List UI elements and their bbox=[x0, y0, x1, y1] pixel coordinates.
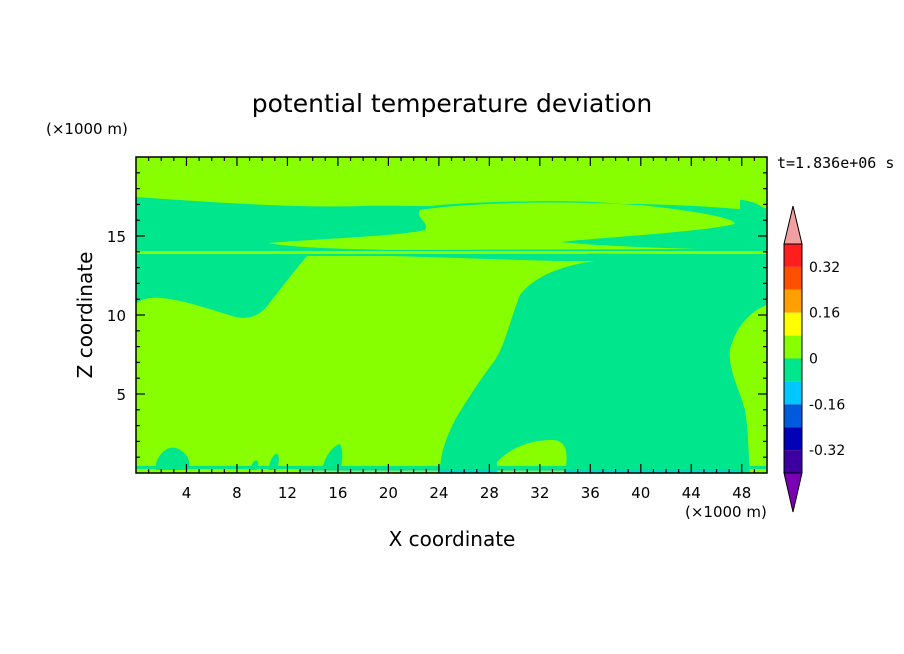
axis-ticks bbox=[136, 157, 767, 473]
time-label: t=1.836e+06 s bbox=[777, 154, 894, 172]
region-bottom-cell-2 bbox=[322, 444, 343, 470]
region-bottom-strip-blue bbox=[300, 469, 740, 471]
x-tick-label: 20 bbox=[379, 484, 398, 502]
y-unit-label: (×1000 m) bbox=[46, 120, 128, 138]
x-tick-label: 8 bbox=[232, 484, 242, 502]
x-tick-label: 24 bbox=[429, 484, 448, 502]
region-top-right bbox=[740, 157, 767, 190]
region-bottom-cell-1 bbox=[156, 447, 190, 470]
colorbar-extend-bottom bbox=[783, 472, 803, 513]
region-thin-line-b bbox=[136, 254, 767, 256]
region-thin-line bbox=[136, 251, 767, 254]
x-unit-label: (×1000 m) bbox=[685, 503, 767, 521]
region-bottom-strip bbox=[136, 466, 767, 469]
y-tick-label: 10 bbox=[107, 307, 126, 325]
colorbar-swatch bbox=[784, 244, 802, 267]
colorbar-label: -0.16 bbox=[809, 397, 845, 413]
colorbar-swatch bbox=[784, 289, 802, 313]
region-upper-bulge bbox=[268, 202, 735, 250]
region-west-mid bbox=[136, 256, 307, 318]
x-tick-label: 28 bbox=[480, 484, 499, 502]
x-tick-label: 16 bbox=[328, 484, 347, 502]
colorbar: 0.32 0.16 0 -0.16 -0.32 bbox=[783, 205, 845, 513]
x-tick-label: 4 bbox=[182, 484, 192, 502]
colorbar-swatch bbox=[784, 450, 802, 473]
contour-field bbox=[136, 157, 767, 473]
colorbar-swatch bbox=[784, 312, 802, 336]
region-east-pocket bbox=[497, 440, 567, 473]
x-tick-label: 36 bbox=[581, 484, 600, 502]
y-tick-label: 15 bbox=[107, 228, 126, 246]
colorbar-label: 0 bbox=[809, 352, 818, 368]
region-top-lobe bbox=[136, 157, 390, 197]
colorbar-label: 0.32 bbox=[809, 260, 840, 276]
colorbar-extend-top bbox=[783, 205, 803, 245]
colorbar-frame bbox=[783, 243, 803, 474]
x-tick-label: 40 bbox=[631, 484, 650, 502]
region-bottom-cell-3 bbox=[268, 453, 279, 470]
x-tick-label: 44 bbox=[682, 484, 701, 502]
colorbar-swatch bbox=[784, 427, 802, 451]
colorbar-swatch bbox=[784, 381, 802, 405]
x-tick-label: 32 bbox=[530, 484, 549, 502]
chart-title: potential temperature deviation bbox=[252, 89, 652, 118]
y-tick-label: 5 bbox=[116, 386, 126, 404]
x-axis-title: X coordinate bbox=[389, 527, 516, 551]
colorbar-label: 0.16 bbox=[809, 306, 840, 322]
region-east-lower bbox=[390, 256, 767, 473]
x-tick-label: 12 bbox=[278, 484, 297, 502]
colorbar-swatch bbox=[784, 358, 802, 382]
x-tick-label: 48 bbox=[732, 484, 751, 502]
colorbar-swatch bbox=[784, 335, 802, 359]
region-east-edge bbox=[729, 305, 767, 473]
colorbar-label: -0.32 bbox=[809, 443, 845, 459]
colorbar-swatch bbox=[784, 404, 802, 428]
colorbar-swatch bbox=[784, 266, 802, 290]
y-axis-title: Z coordinate bbox=[73, 252, 97, 379]
